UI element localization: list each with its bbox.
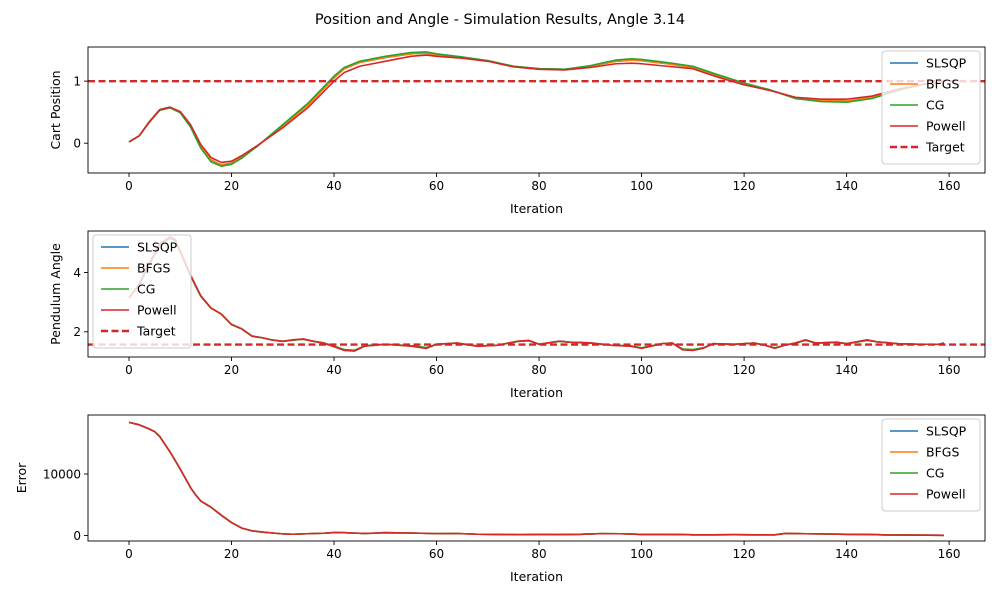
x-tick-label: 60 [429,363,444,377]
y-tick-label: 1 [73,74,81,88]
legend-box [881,50,981,165]
plot-area [128,421,944,537]
y-axis-label: Pendulum Angle [48,243,63,345]
x-tick-label: 140 [835,547,858,561]
legend-entry: BFGS [137,261,170,276]
legend: SLSQP BFGS CG Powell Target [881,50,981,165]
axes-frame [87,230,986,358]
legend-entry: BFGS [926,77,959,92]
legend-entry: CG [926,98,944,113]
x-tick-label: 60 [429,547,444,561]
x-tick-label: 80 [531,363,546,377]
x-tick-label: 20 [224,363,239,377]
x-tick-label: 100 [630,547,653,561]
subplot-1: 0 20 40 60 80 100 120 140 160 0 1 Iteration Cart Pos… [48,46,986,216]
plot-area [88,236,985,352]
x-tick-label: 160 [938,547,961,561]
y-axis-label: Error [14,462,29,493]
x-tick-label: 140 [835,363,858,377]
y-tick-label: 0 [73,137,81,151]
x-tick-label: 0 [125,363,133,377]
x-tick-label: 160 [938,363,961,377]
y-tick-label: 10000 [43,467,81,481]
legend: SLSQP BFGS CG Powell [881,418,981,512]
x-tick-label: 100 [630,179,653,193]
axes-frame [87,46,986,174]
legend: SLSQP BFGS CG Powell Target [92,234,192,349]
legend-box [92,234,192,349]
x-tick-label: 0 [125,547,133,561]
x-tick-label: 160 [938,179,961,193]
legend-entry: Powell [926,487,966,502]
legend-entry: CG [137,282,155,297]
legend-entry: SLSQP [137,240,178,255]
legend-entry: Powell [137,303,177,318]
x-tick-label: 140 [835,179,858,193]
legend-entry: Powell [926,119,966,134]
x-tick-label: 20 [224,547,239,561]
legend-entry: Target [136,324,176,339]
x-tick-label: 20 [224,179,239,193]
x-axis-label: Iteration [510,385,563,400]
y-tick-label: 0 [73,529,81,543]
x-tick-label: 80 [531,179,546,193]
subplot-3: 0 20 40 60 80 100 120 140 160 0 10000 Iteration Erro… [14,414,986,584]
x-tick-label: 120 [733,363,756,377]
x-tick-label: 60 [429,179,444,193]
subplot-2: 0 20 40 60 80 100 120 140 160 2 4 Iteration Pendulum… [48,230,986,400]
legend-entry: BFGS [926,445,959,460]
series-line-powell [128,54,945,164]
x-tick-label: 100 [630,363,653,377]
series-line-powell [128,421,944,537]
x-tick-label: 120 [733,547,756,561]
x-tick-label: 0 [125,179,133,193]
legend-entry: CG [926,466,944,481]
x-tick-label: 40 [326,179,341,193]
x-tick-label: 40 [326,363,341,377]
figure-title: Position and Angle - Simulation Results,… [315,12,685,28]
x-axis-label: Iteration [510,569,563,584]
x-tick-label: 80 [531,547,546,561]
y-tick-label: 2 [73,325,81,339]
legend-entry: Target [925,140,965,155]
plot-area [88,51,985,167]
legend-entry: SLSQP [926,424,967,439]
y-axis-label: Cart Position [48,70,63,149]
legend-box [881,418,981,512]
x-tick-label: 120 [733,179,756,193]
x-axis-label: Iteration [510,201,563,216]
x-tick-label: 40 [326,547,341,561]
y-tick-label: 4 [73,266,81,280]
axes-frame [87,414,986,542]
legend-entry: SLSQP [926,56,967,71]
